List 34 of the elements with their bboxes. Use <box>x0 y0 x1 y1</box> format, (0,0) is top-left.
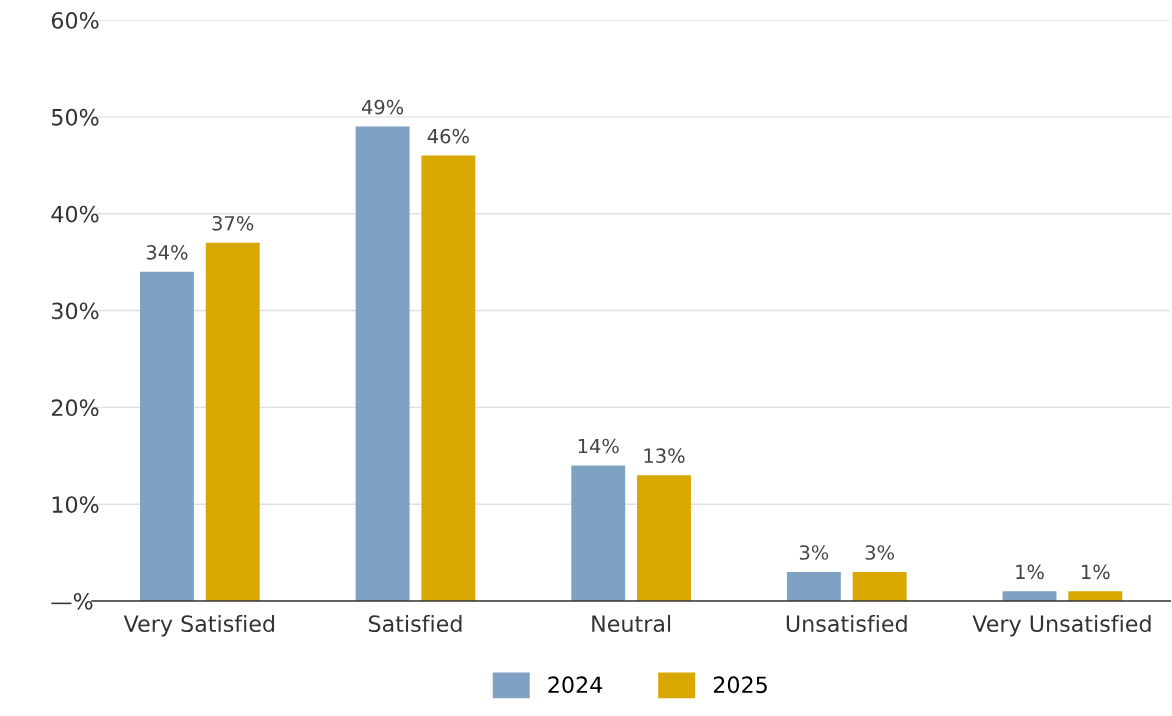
bar <box>355 126 410 602</box>
y-tick-label: 30% <box>52 302 99 320</box>
x-tick-label: Unsatisfied <box>786 614 907 633</box>
y-tick-label: 40% <box>51 205 99 223</box>
bar <box>1002 591 1057 602</box>
legend-label: 2024 <box>548 676 603 694</box>
data-label: 37% <box>212 215 254 231</box>
x-tick-label: Neutral <box>592 614 671 633</box>
data-label: 46% <box>427 128 469 144</box>
y-tick-label: 20% <box>51 399 99 417</box>
x-tick-label: Satisfied <box>368 614 462 633</box>
data-label: 34% <box>146 244 188 260</box>
data-label: 3% <box>865 545 895 560</box>
bar <box>205 242 260 602</box>
x-tick-label: Very Unsatisfied <box>972 614 1151 637</box>
bar <box>139 271 194 602</box>
bar <box>421 155 476 602</box>
data-label: 1% <box>1082 564 1110 580</box>
bar <box>571 465 626 602</box>
y-tick-label: 10% <box>52 496 99 513</box>
bar <box>637 475 691 602</box>
data-label: 3% <box>799 545 829 560</box>
data-label: 49% <box>361 99 404 115</box>
legend-label: 2025 <box>713 676 767 694</box>
data-label: 14% <box>578 438 619 454</box>
data-label: 13% <box>644 448 685 464</box>
bar <box>1068 591 1123 602</box>
x-tick-label: Very Satisfied <box>123 614 275 637</box>
y-tick-label: 50% <box>52 108 99 126</box>
bar <box>852 571 907 602</box>
y-tick-label: 60% <box>51 12 99 29</box>
data-label: 1% <box>1016 564 1044 580</box>
y-tick-label: —% <box>51 592 93 610</box>
bar <box>786 571 841 602</box>
